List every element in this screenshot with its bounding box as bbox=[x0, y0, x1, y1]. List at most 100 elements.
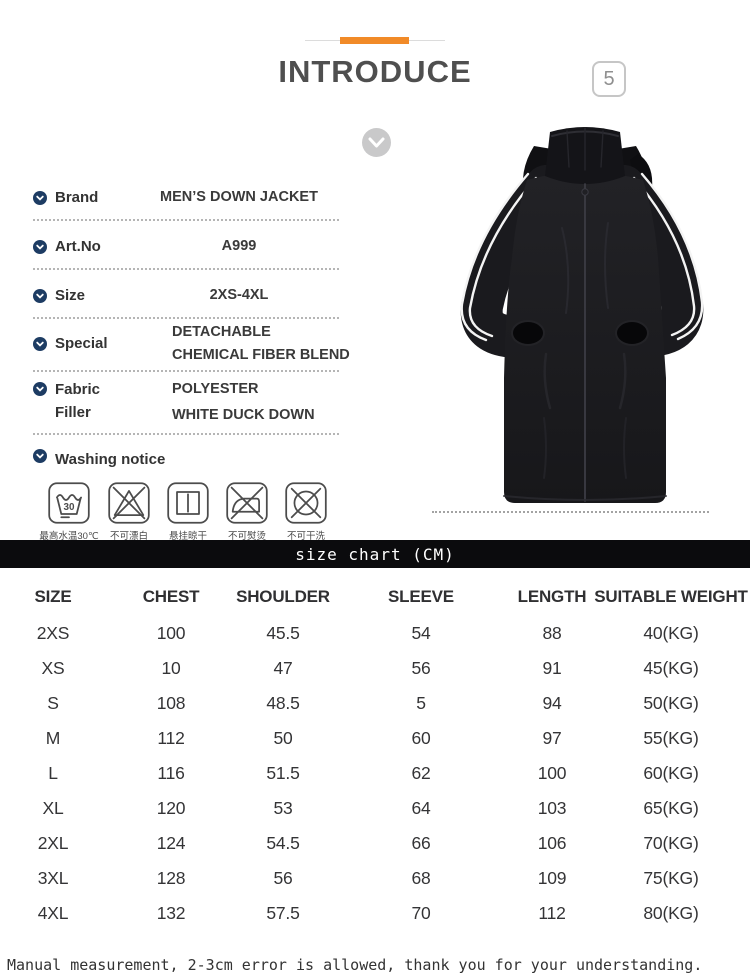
size-chart-title: size chart (CM) bbox=[295, 544, 455, 564]
bullet-chevron-icon bbox=[33, 337, 47, 351]
size-table: SIZE CHEST SHOULDER SLEEVE LENGTH SUITABLE WE… bbox=[0, 578, 750, 931]
detail-label: Washing notice bbox=[55, 451, 166, 468]
table-cell: M bbox=[45, 728, 61, 748]
table-cell: 80(KG) bbox=[643, 903, 699, 923]
table-row: XL 120 53 64 103 65(KG) bbox=[0, 791, 750, 826]
table-cell: 60 bbox=[411, 728, 431, 748]
table-row: L 116 51.5 62 100 60(KG) bbox=[0, 756, 750, 791]
table-cell: XS bbox=[41, 658, 65, 678]
table-cell: 120 bbox=[156, 798, 186, 818]
detail-label: Art.No bbox=[55, 237, 101, 255]
detail-value: A999 bbox=[221, 238, 257, 254]
table-cell: 50(KG) bbox=[643, 693, 699, 713]
table-cell: 51.5 bbox=[266, 763, 300, 783]
table-cell: 54.5 bbox=[266, 833, 300, 853]
table-cell: 2XS bbox=[36, 623, 70, 643]
washing-caption: 不可干洗 bbox=[286, 531, 325, 542]
table-row: XS 10 47 56 91 45(KG) bbox=[0, 651, 750, 686]
table-cell: 88 bbox=[542, 623, 562, 643]
product-photo-down-jacket bbox=[424, 118, 716, 518]
column-header-length: LENGTH bbox=[517, 587, 587, 606]
table-cell: 53 bbox=[273, 798, 293, 818]
detail-value: MEN’S DOWN JACKET bbox=[160, 189, 318, 205]
table-cell: 66 bbox=[411, 833, 431, 853]
detail-row-artno: Art.No A999 bbox=[33, 221, 339, 270]
table-cell: 108 bbox=[156, 693, 186, 713]
table-row: 2XS 100 45.5 54 88 40(KG) bbox=[0, 616, 750, 651]
table-header-row: SIZE CHEST SHOULDER SLEEVE LENGTH SUITABLE WE… bbox=[0, 578, 750, 616]
table-cell: S bbox=[47, 693, 59, 713]
hang-dry-icon: 悬挂晾干 bbox=[166, 481, 210, 542]
table-cell: 50 bbox=[273, 728, 293, 748]
photo-bottom-dotted-edge bbox=[432, 511, 709, 513]
detail-value-line: POLYESTER bbox=[172, 381, 259, 397]
table-cell: 62 bbox=[411, 763, 431, 783]
table-cell: 128 bbox=[156, 868, 186, 888]
table-cell: 100 bbox=[537, 763, 567, 783]
table-cell: 109 bbox=[537, 868, 567, 888]
table-cell: 97 bbox=[542, 728, 562, 748]
table-cell: 112 bbox=[157, 728, 185, 748]
page-number-badge: 5 bbox=[592, 61, 626, 97]
table-cell: 75(KG) bbox=[643, 868, 699, 888]
svg-text:30: 30 bbox=[63, 502, 75, 513]
table-cell: 55(KG) bbox=[643, 728, 699, 748]
no-dry-clean-icon: 不可干洗 bbox=[284, 481, 328, 542]
no-bleach-icon: 不可漂白 bbox=[107, 481, 151, 542]
table-cell: 65(KG) bbox=[643, 798, 699, 818]
detail-value: DETACHABLE CHEMICAL FIBER BLEND bbox=[139, 321, 350, 367]
table-cell: 48.5 bbox=[266, 693, 300, 713]
bullet-chevron-icon bbox=[33, 382, 47, 396]
washing-symbols: 30 最高水温30℃ 不可漂白 悬挂晾干 bbox=[33, 481, 339, 542]
table-cell: 68 bbox=[411, 868, 431, 888]
product-details: Brand MEN’S DOWN JACKET Art.No A999 Size… bbox=[33, 184, 350, 542]
table-row: 2XL 124 54.5 66 106 70(KG) bbox=[0, 826, 750, 861]
detail-label-line: Filler bbox=[55, 404, 91, 421]
table-cell: 103 bbox=[537, 798, 567, 818]
detail-value: 2XS-4XL bbox=[209, 287, 269, 303]
detail-label: Special bbox=[55, 335, 108, 352]
table-row: 4XL 132 57.5 70 112 80(KG) bbox=[0, 896, 750, 931]
measurement-note: Manual measurement, 2-3cm error is allow… bbox=[7, 956, 703, 974]
table-cell: 94 bbox=[542, 693, 562, 713]
column-header-sleeve: SLEEVE bbox=[388, 587, 454, 606]
table-cell: 56 bbox=[273, 868, 293, 888]
detail-label-line: Fabric bbox=[55, 381, 101, 398]
detail-row-washing-notice: Washing notice bbox=[33, 435, 339, 471]
detail-value-line: CHEMICAL FIBER BLEND bbox=[172, 347, 350, 363]
table-cell: 40(KG) bbox=[643, 623, 699, 643]
column-header-suitable-weight: SUITABLE WEIGHT bbox=[594, 587, 748, 606]
section-divider bbox=[305, 37, 445, 44]
bullet-chevron-icon bbox=[33, 449, 47, 463]
detail-label: Brand bbox=[55, 188, 99, 206]
detail-label: Size bbox=[55, 286, 86, 304]
table-cell: 124 bbox=[156, 833, 186, 853]
table-cell: 54 bbox=[411, 623, 431, 643]
detail-row-fabric-filler: Fabric Filler POLYESTER WHITE DUCK DOWN bbox=[33, 372, 339, 435]
table-cell: L bbox=[48, 763, 58, 783]
table-cell: 106 bbox=[537, 833, 567, 853]
chevron-down-circle-icon bbox=[362, 128, 391, 157]
table-cell: 4XL bbox=[37, 903, 69, 923]
no-iron-icon: 不可熨烫 bbox=[225, 481, 269, 542]
table-row: M 112 50 60 97 55(KG) bbox=[0, 721, 750, 756]
table-cell: 64 bbox=[411, 798, 431, 818]
washing-caption: 悬挂晾干 bbox=[168, 531, 207, 542]
max-water-temp-30-icon: 30 最高水温30℃ bbox=[39, 481, 99, 542]
column-header-chest: CHEST bbox=[142, 587, 200, 606]
table-row: 3XL 128 56 68 109 75(KG) bbox=[0, 861, 750, 896]
bullet-chevron-icon bbox=[33, 190, 47, 205]
detail-value-line: WHITE DUCK DOWN bbox=[172, 407, 315, 423]
detail-row-brand: Brand MEN’S DOWN JACKET bbox=[33, 184, 339, 221]
washing-caption: 不可熨烫 bbox=[227, 531, 266, 542]
table-cell: 5 bbox=[416, 693, 426, 713]
detail-row-size: Size 2XS-4XL bbox=[33, 270, 339, 319]
column-header-shoulder: SHOULDER bbox=[236, 587, 330, 606]
washing-caption: 不可漂白 bbox=[109, 531, 148, 542]
table-cell: 10 bbox=[161, 658, 181, 678]
detail-label: Fabric Filler bbox=[55, 378, 139, 424]
bullet-chevron-icon bbox=[33, 288, 47, 303]
table-cell: XL bbox=[42, 798, 64, 818]
table-cell: 132 bbox=[156, 903, 186, 923]
